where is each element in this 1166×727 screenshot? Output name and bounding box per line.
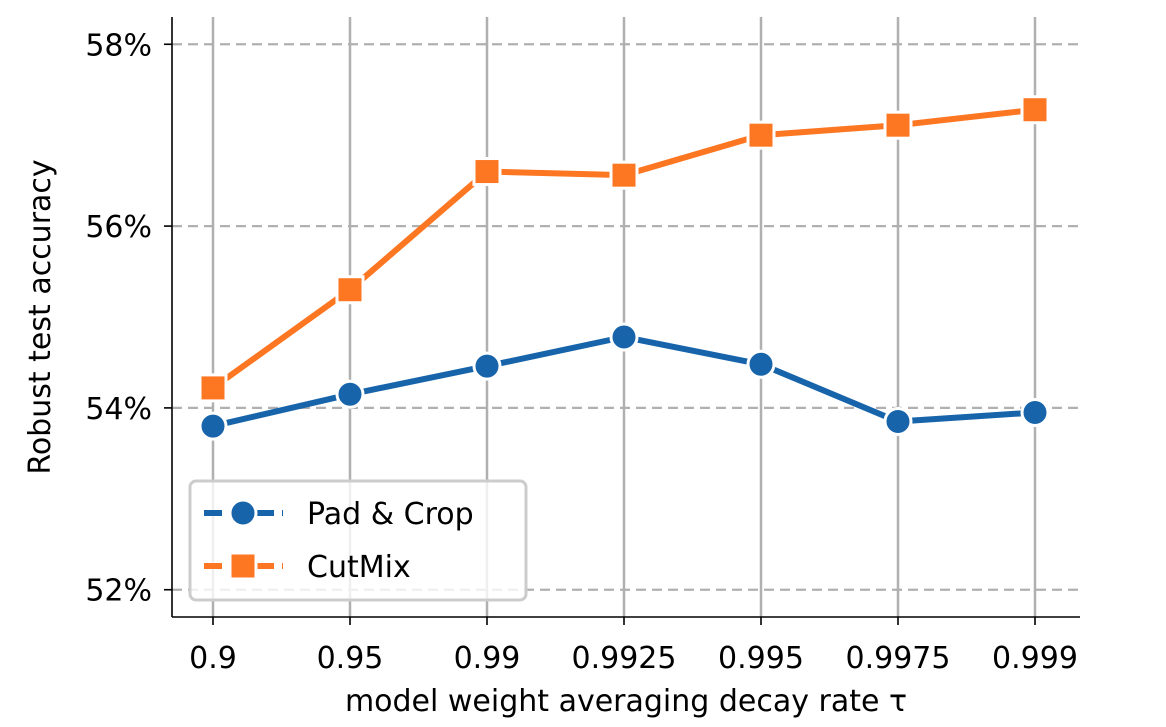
circle-marker (472, 351, 502, 381)
x-axis-title: model weight averaging decay rate τ (345, 684, 907, 719)
axes (171, 17, 1080, 618)
circle-marker (335, 379, 365, 409)
x-tick-label: 0.9 (189, 641, 237, 676)
legend: Pad & Crop CutMix (188, 479, 528, 602)
square-marker (609, 160, 639, 190)
square-marker (472, 157, 502, 187)
square-marker (1020, 95, 1050, 125)
x-tick-label: 0.95 (317, 641, 384, 676)
square-marker (198, 373, 228, 403)
series (198, 95, 1050, 441)
circle-marker (746, 349, 776, 379)
series-pad-crop (198, 322, 1050, 441)
y-tick-label: 54% (85, 392, 152, 427)
x-tick-label: 0.9975 (846, 641, 951, 676)
x-tick-label: 0.9925 (572, 641, 677, 676)
circle-marker (883, 407, 913, 437)
legend-circle-marker (228, 498, 258, 528)
x-tick-label: 0.999 (992, 641, 1078, 676)
series-cutmix (198, 95, 1050, 403)
square-marker (746, 120, 776, 150)
legend-label: Pad & Crop (307, 497, 474, 532)
y-axis-title: Robust test accuracy (23, 159, 58, 474)
circle-marker (609, 322, 639, 352)
circle-marker (198, 411, 228, 441)
legend-label: CutMix (307, 550, 411, 585)
x-tick-label: 0.99 (454, 641, 521, 676)
y-tick-label: 58% (85, 28, 152, 63)
y-tick-label: 52% (85, 574, 152, 609)
circle-marker (1020, 397, 1050, 427)
y-tick-label: 56% (85, 210, 152, 245)
legend-square-marker (228, 551, 258, 581)
x-tick-label: 0.995 (718, 641, 804, 676)
tick-labels: 0.9 0.95 0.99 0.9925 0.995 0.9975 0.999 52% 54% 5… (85, 28, 1078, 676)
square-marker (883, 110, 913, 140)
square-marker (335, 275, 365, 305)
